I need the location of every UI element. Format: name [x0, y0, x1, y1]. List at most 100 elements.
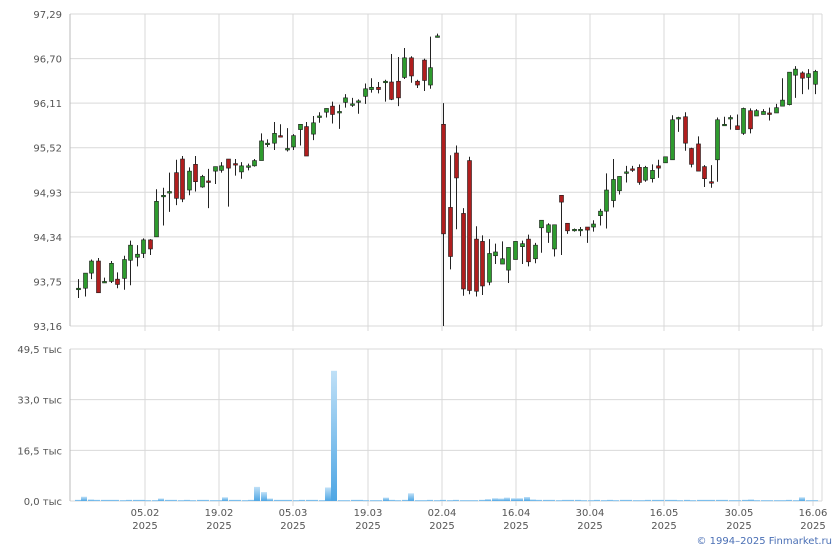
- volume-bar: [274, 499, 280, 501]
- volume-bar: [524, 497, 530, 501]
- volume-bar: [363, 500, 369, 502]
- volume-bar: [229, 499, 235, 501]
- candle: [422, 58, 427, 92]
- date-tick-label: 16.04: [502, 508, 531, 519]
- volume-bar: [351, 499, 357, 501]
- candle-body: [813, 71, 818, 85]
- volume-tick-label: 16,5 тыс: [17, 446, 62, 457]
- candle: [343, 94, 348, 108]
- candle: [285, 128, 290, 152]
- volume-bar: [549, 499, 555, 501]
- candle-body: [76, 287, 81, 291]
- candle-body: [520, 243, 525, 247]
- candle-body: [748, 110, 753, 130]
- candle-body: [265, 142, 270, 145]
- candle: [141, 238, 146, 259]
- candle: [793, 66, 798, 98]
- candle: [435, 33, 440, 38]
- volume-bar: [312, 499, 318, 501]
- volume-bar: [440, 499, 446, 501]
- candle-body: [741, 108, 746, 134]
- candle-body: [337, 111, 342, 114]
- volume-bar: [703, 499, 709, 501]
- candle-body: [317, 115, 322, 118]
- candle-body: [559, 195, 564, 203]
- candle: [474, 226, 479, 297]
- volume-tick-label: 33,0 тыс: [17, 396, 62, 407]
- candle: [174, 159, 179, 206]
- candle: [754, 109, 759, 117]
- candle: [806, 69, 811, 90]
- candle: [617, 176, 622, 195]
- candle: [546, 223, 551, 243]
- candle: [441, 103, 446, 326]
- candle: [409, 56, 414, 83]
- candle: [298, 123, 303, 146]
- candle-body: [422, 59, 427, 81]
- candle-body: [213, 166, 218, 172]
- volume-bar: [383, 497, 389, 501]
- candle-body: [161, 195, 166, 198]
- candle-body: [298, 123, 303, 130]
- date-tick-label: 19.03: [354, 508, 383, 519]
- candle-body: [533, 244, 538, 260]
- candle: [226, 158, 231, 207]
- candle: [128, 240, 133, 286]
- candle-body: [506, 247, 511, 271]
- volume-bar: [395, 500, 401, 502]
- year-tick-label: 2025: [503, 521, 528, 532]
- volume-bar: [479, 499, 485, 501]
- candle-body: [402, 57, 407, 78]
- volume-bar: [126, 499, 132, 501]
- year-tick-label: 2025: [800, 521, 825, 532]
- candle-body: [415, 80, 420, 86]
- date-tick-label: 05.02: [131, 508, 160, 519]
- volume-bar: [203, 499, 209, 501]
- volume-bar: [511, 498, 517, 501]
- volume-bars: [75, 370, 818, 502]
- candle: [415, 79, 420, 89]
- volume-bar: [120, 500, 126, 502]
- volume-bar: [504, 497, 510, 501]
- candle-body: [363, 88, 368, 97]
- candle: [539, 219, 544, 253]
- candle: [591, 220, 596, 232]
- candle-body: [428, 67, 433, 86]
- candle: [369, 78, 374, 93]
- candle: [533, 242, 538, 264]
- volume-bar: [280, 499, 286, 501]
- candle: [565, 222, 570, 234]
- volume-bar: [626, 499, 632, 501]
- candle: [330, 101, 335, 124]
- volume-bar: [633, 500, 639, 502]
- candle: [663, 156, 668, 164]
- candle: [233, 159, 238, 176]
- candle: [448, 155, 453, 270]
- candle: [676, 116, 681, 132]
- candle-body: [128, 244, 133, 261]
- candle-body: [187, 170, 192, 191]
- candle-body: [715, 119, 720, 161]
- volume-bar: [133, 499, 139, 501]
- volume-bar: [620, 499, 626, 501]
- volume-bar: [184, 499, 190, 501]
- volume-bar: [793, 500, 799, 502]
- candle: [761, 109, 766, 115]
- volume-bar: [344, 500, 350, 502]
- candle-body: [761, 111, 766, 115]
- candle: [180, 156, 185, 203]
- candle: [291, 134, 296, 150]
- volume-bar: [722, 499, 728, 501]
- candle-body: [500, 258, 505, 265]
- volume-bar: [601, 500, 607, 502]
- candle-body: [780, 99, 785, 107]
- volume-bar: [389, 499, 395, 501]
- volume-bar: [197, 499, 203, 501]
- volume-bar: [498, 498, 504, 501]
- candle-body: [239, 165, 244, 173]
- volume-bar: [376, 500, 382, 502]
- candle: [200, 174, 205, 188]
- candle: [122, 255, 127, 290]
- candle: [572, 228, 577, 232]
- candle-body: [493, 251, 498, 257]
